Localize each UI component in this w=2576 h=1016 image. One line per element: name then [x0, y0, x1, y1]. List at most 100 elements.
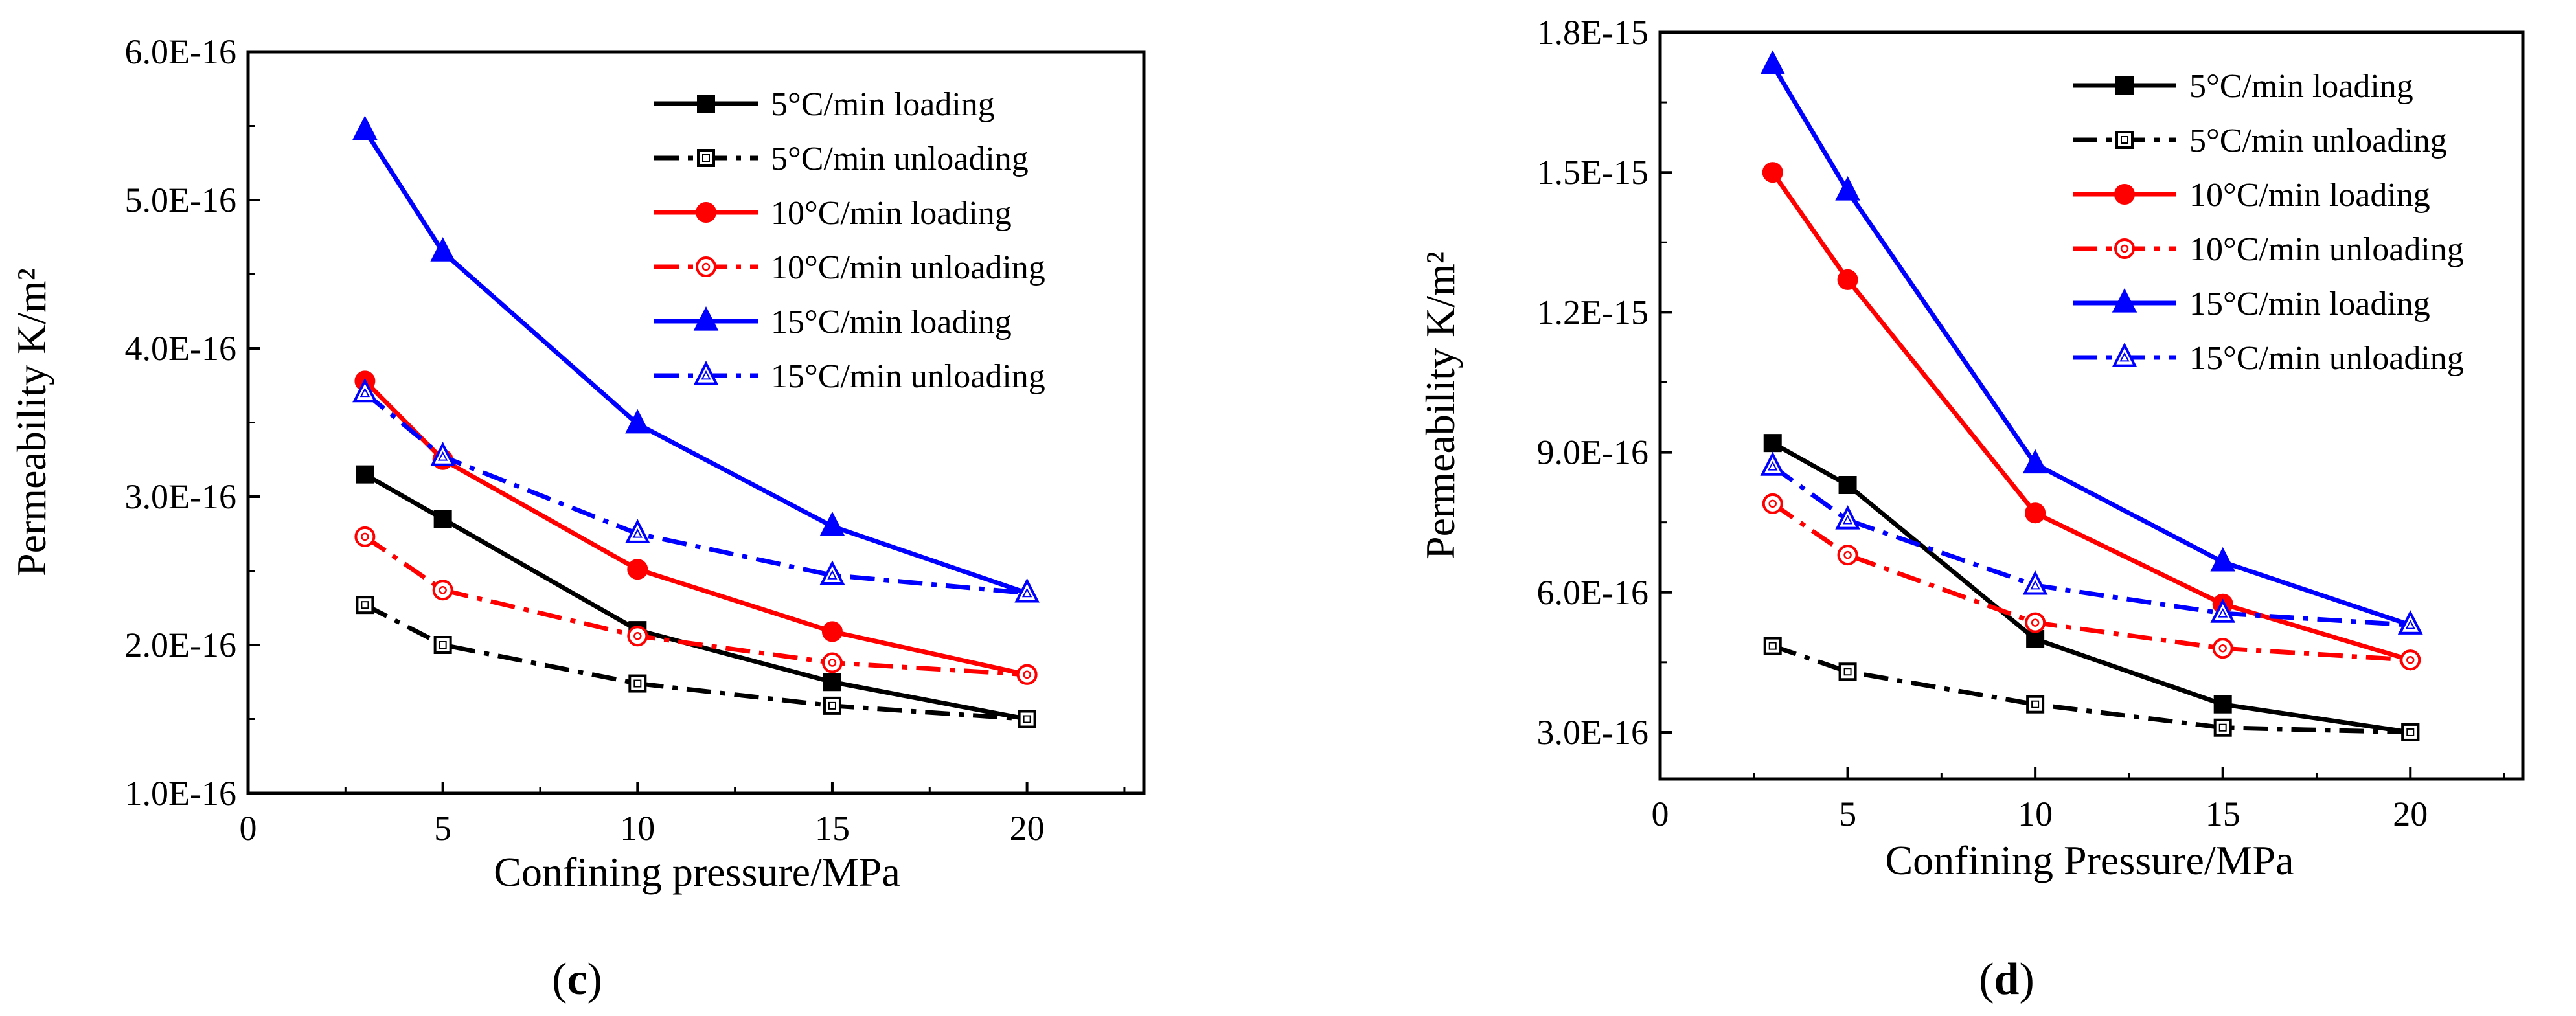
y-tick-label: 5.0E-16 [125, 181, 236, 220]
data-point [432, 580, 453, 601]
data-point [2213, 695, 2232, 714]
data-point-inner [2218, 608, 2228, 618]
data-point [2400, 649, 2421, 671]
data-point [2210, 547, 2235, 572]
data-point [819, 560, 845, 585]
y-axis-title: Permeability K/m² [1417, 251, 1463, 559]
data-point [1835, 176, 1860, 201]
data-point [430, 442, 455, 466]
legend-marker [696, 256, 716, 277]
x-axis-title: Confining Pressure/MPa [1885, 837, 2294, 883]
data-point [352, 115, 378, 140]
data-point [821, 652, 843, 673]
data-point-inner [633, 632, 642, 640]
legend-marker-inner [2121, 136, 2128, 144]
data-point-inner [828, 659, 837, 667]
data-point [430, 237, 455, 262]
data-point-inner [2030, 580, 2040, 590]
legend-entry-label: 10°C/min unloading [771, 249, 1045, 286]
y-axis-title: Permeability K/m² [8, 268, 54, 576]
legend-marker [693, 361, 719, 385]
series-0 [1763, 434, 2420, 741]
x-tick-label: 20 [2393, 795, 2428, 833]
legend-marker [2114, 238, 2135, 259]
data-point-inner [359, 387, 370, 398]
data-point [2401, 723, 2420, 741]
x-tick-label: 10 [620, 809, 655, 848]
data-point-inner [1843, 668, 1852, 676]
series-line [1772, 644, 2411, 735]
y-tick-label: 9.0E-16 [1537, 433, 1648, 472]
chart-panel-d: 0 5 10 15 20 3.0E-16 6.0E-16 9.0E-16 1.2E-15 1.5E… [1417, 13, 2525, 1004]
data-point-inner [2031, 700, 2040, 708]
panel-caption: (c) [552, 954, 602, 1004]
caption-paren-open: ( [552, 954, 567, 1004]
x-tick-label: 0 [240, 809, 257, 848]
data-point [356, 465, 374, 484]
data-point-inner [2031, 618, 2040, 627]
series-1 [356, 596, 1036, 728]
legend-marker [697, 95, 715, 113]
caption-letter: c [567, 954, 587, 1004]
legend-entry-label: 5°C/min loading [2189, 68, 2413, 105]
x-tick-label: 5 [1839, 795, 1856, 833]
data-point-inner [633, 679, 642, 688]
x-tick-label: 20 [1010, 809, 1045, 848]
data-point-inner [2406, 728, 2415, 736]
legend-entry-label: 15°C/min loading [771, 304, 1012, 341]
data-point [354, 526, 376, 547]
data-point [2025, 612, 2046, 633]
data-point-inner [1768, 642, 1777, 650]
series-line [1772, 441, 2411, 735]
data-point-inner [1842, 514, 1853, 525]
legend-entry-label: 15°C/min loading [2189, 286, 2430, 322]
legend-entry-label: 10°C/min unloading [2189, 231, 2464, 268]
data-point-inner [1023, 715, 1031, 723]
y-tick-label: 1.2E-15 [1537, 293, 1648, 332]
data-point [2026, 695, 2045, 714]
data-point-inner [1768, 461, 1778, 471]
data-point [1018, 710, 1036, 728]
data-point [819, 511, 845, 536]
data-point [628, 674, 647, 693]
caption-paren-close: ) [2019, 954, 2034, 1004]
legend-entry-label: 5°C/min unloading [2189, 122, 2447, 159]
data-point [821, 621, 843, 642]
panel-caption: (d) [1979, 954, 2035, 1004]
data-point-inner [437, 451, 448, 461]
data-point [356, 596, 374, 615]
series-5 [352, 378, 1040, 603]
y-tick-label: 1.0E-16 [125, 774, 236, 813]
data-point-inner [2405, 620, 2415, 629]
legend-marker-inner [702, 154, 710, 162]
data-point [2210, 598, 2235, 623]
data-point [1837, 269, 1858, 290]
plot-frame [1658, 30, 2525, 781]
data-point [1763, 637, 1782, 655]
data-point [625, 409, 650, 434]
data-point [2212, 638, 2233, 659]
data-point [1762, 162, 1783, 183]
legend-marker [697, 149, 715, 167]
y-tick-label: 6.0E-16 [125, 32, 236, 71]
data-point [1837, 545, 1858, 566]
data-point-inner [2406, 655, 2415, 664]
y-tick-label: 1.8E-15 [1537, 13, 1648, 52]
series-5 [1760, 451, 2423, 635]
legend-marker [2115, 131, 2134, 149]
caption-paren-close: ) [587, 954, 602, 1004]
data-point [2022, 570, 2048, 595]
data-point-inner [361, 601, 369, 609]
data-point-inner [361, 532, 369, 541]
series-1 [1763, 637, 2420, 741]
data-point [1838, 476, 1857, 495]
data-point [1835, 505, 1860, 530]
data-point [823, 696, 841, 715]
series-3 [1762, 493, 2421, 671]
data-point [1763, 434, 1782, 453]
y-tick-label: 1.5E-15 [1537, 153, 1648, 192]
legend-marker-inner [701, 370, 711, 380]
data-point [1762, 493, 1783, 514]
legend-entry-label: 5°C/min loading [771, 86, 995, 123]
